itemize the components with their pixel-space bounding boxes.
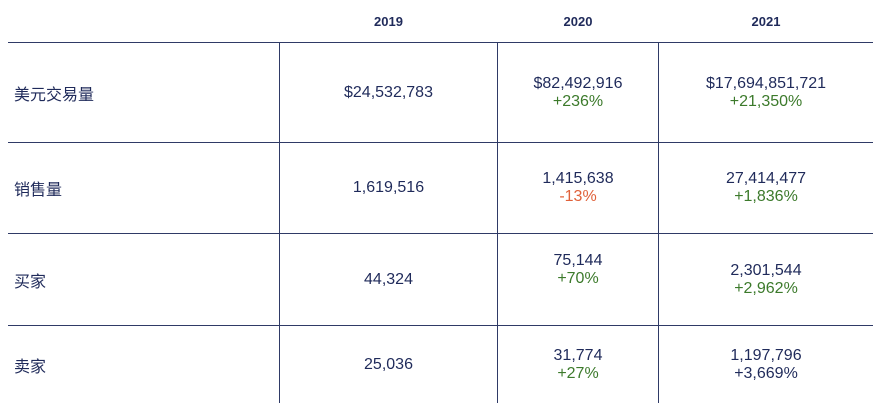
value: 1,415,638 — [542, 170, 614, 187]
change-percent: +70% — [557, 270, 599, 287]
cell-2019: 25,036 — [280, 326, 497, 403]
table-row: 销售量 1,619,516 1,415,638 -13% 27,414,477 … — [0, 143, 875, 233]
change-percent: +27% — [557, 364, 599, 382]
row-divider — [8, 142, 873, 143]
table-row: 美元交易量 $24,532,783 $82,492,916 +236% $17,… — [0, 43, 875, 142]
value: 1,197,796 — [730, 346, 802, 364]
column-header-2019: 2019 — [374, 13, 403, 29]
change-percent: +21,350% — [729, 92, 803, 110]
cell-2020: 75,144 +70% — [498, 234, 658, 325]
cell-2019: 44,324 — [280, 234, 497, 325]
value: 27,414,477 — [725, 170, 807, 187]
column-divider — [279, 42, 280, 403]
cell-2021: 27,414,477 +1,836% — [659, 143, 873, 233]
value: $82,492,916 — [533, 74, 623, 92]
value: 2,301,544 — [730, 261, 802, 279]
row-label: 卖家 — [14, 358, 47, 376]
column-divider — [497, 42, 498, 403]
header-divider — [8, 42, 873, 43]
change-percent: +3,669% — [734, 364, 798, 382]
cell-2021: 2,301,544 +2,962% — [659, 234, 873, 325]
column-divider — [658, 42, 659, 403]
cell-2020: $82,492,916 +236% — [498, 43, 658, 142]
row-label: 买家 — [14, 273, 47, 291]
value: $17,694,851,721 — [705, 74, 827, 92]
change-percent: -13% — [559, 188, 597, 205]
value: 44,324 — [364, 270, 413, 288]
table-row: 卖家 25,036 31,774 +27% 1,197,796 +3,669% — [0, 326, 875, 403]
cell-2019: $24,532,783 — [280, 43, 497, 142]
change-percent: +2,962% — [734, 279, 798, 297]
column-header-2021: 2021 — [751, 13, 781, 29]
value: 75,144 — [553, 252, 603, 269]
row-label: 销售量 — [14, 182, 63, 199]
value: 25,036 — [364, 355, 413, 373]
cell-2021: 1,197,796 +3,669% — [659, 326, 873, 403]
cell-2021: $17,694,851,721 +21,350% — [659, 43, 873, 142]
value: 1,619,516 — [352, 179, 425, 196]
cell-2020: 31,774 +27% — [498, 326, 658, 403]
value: $24,532,783 — [344, 83, 433, 101]
cell-2020: 1,415,638 -13% — [498, 143, 658, 233]
row-divider — [8, 233, 873, 234]
row-label: 美元交易量 — [14, 86, 95, 104]
table-row: 买家 44,324 75,144 +70% 2,301,544 +2,962% — [0, 234, 875, 325]
value: 31,774 — [553, 346, 603, 364]
column-header-2020: 2020 — [563, 13, 593, 29]
change-percent: +236% — [552, 92, 604, 110]
cell-2019: 1,619,516 — [280, 143, 497, 233]
change-percent: +1,836% — [734, 188, 798, 205]
row-divider — [8, 325, 873, 326]
